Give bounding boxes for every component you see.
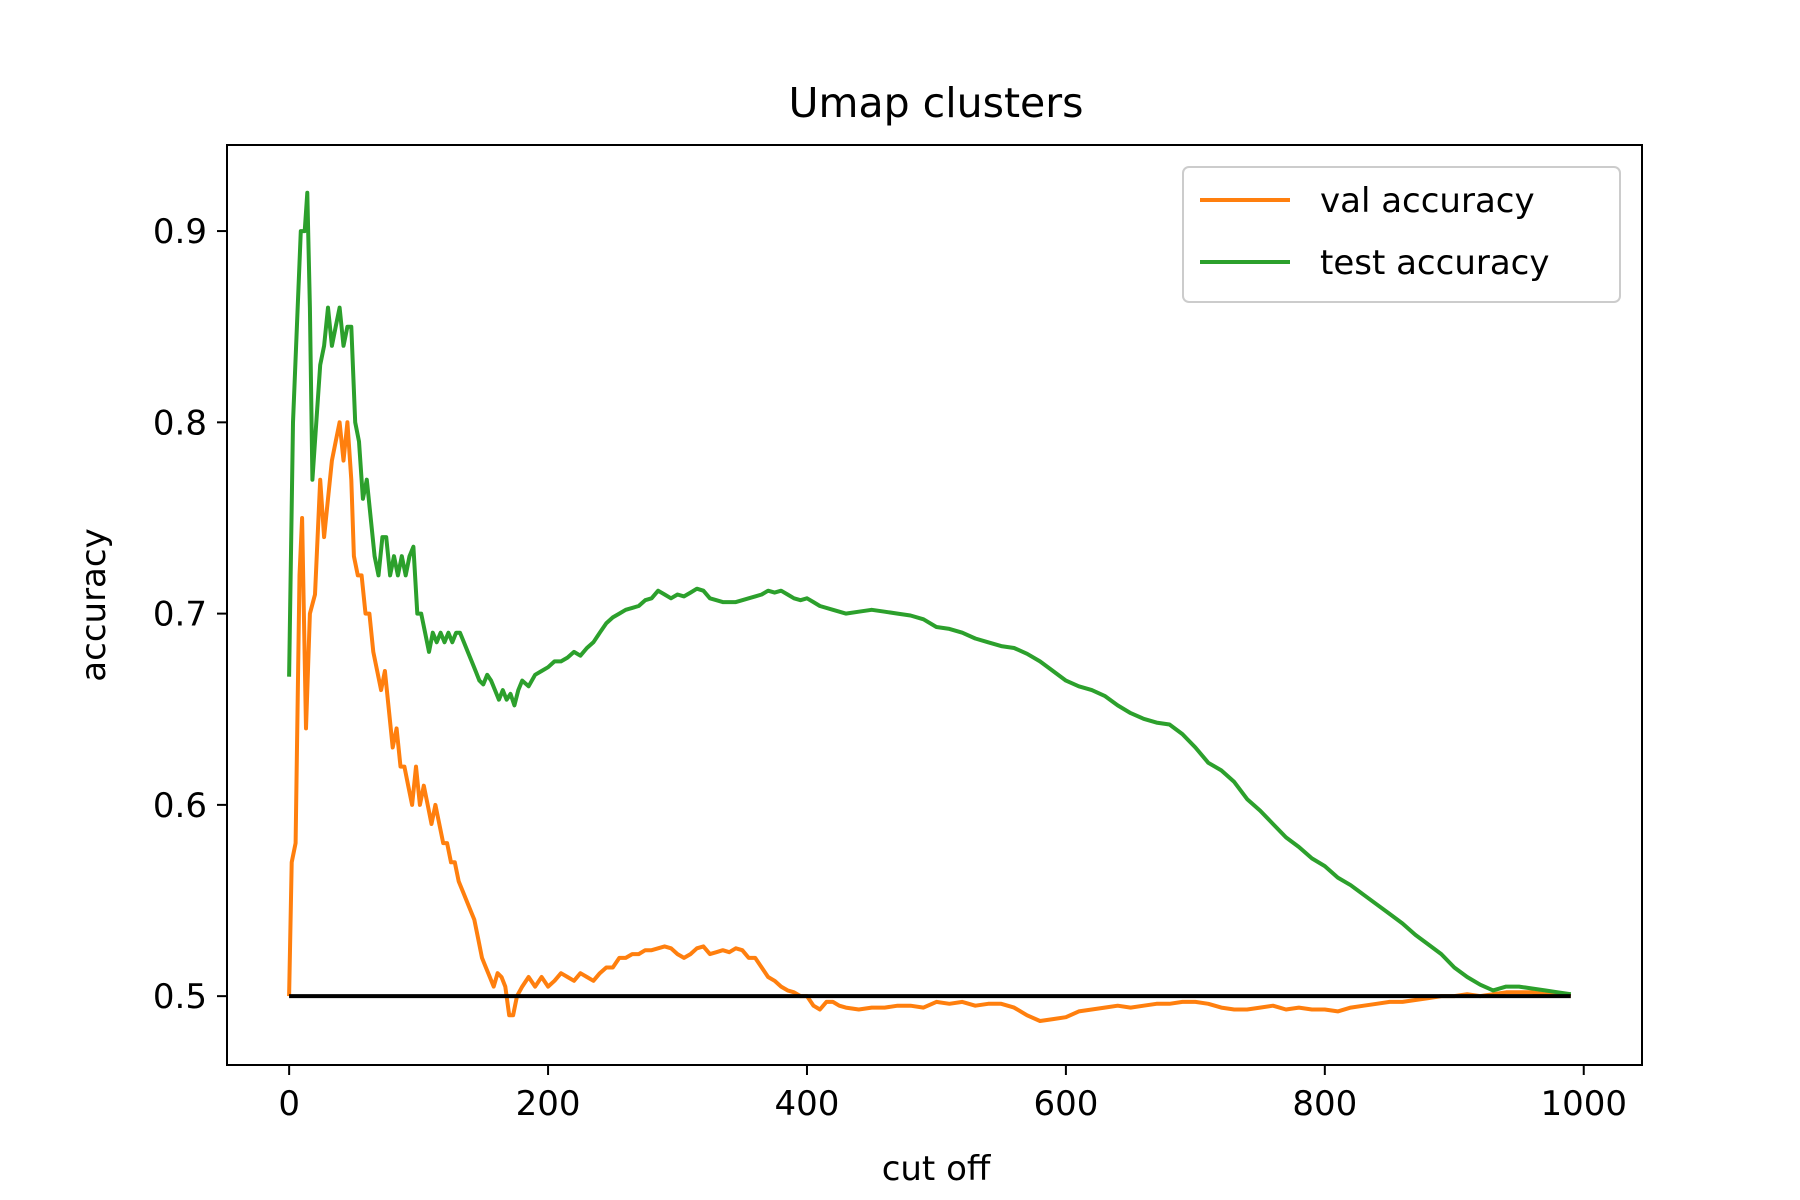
y-tick-label: 0.5 <box>153 977 207 1017</box>
series-line-test-accuracy <box>287 190 1572 997</box>
y-tick-label: 0.7 <box>153 595 207 635</box>
plot-frame <box>226 144 1643 1066</box>
x-tick-label: 1000 <box>1540 1084 1627 1124</box>
chart-title: Umap clusters <box>789 79 1084 127</box>
x-tick-label: 0 <box>278 1084 300 1124</box>
x-tick-label: 600 <box>1033 1084 1098 1124</box>
legend-box <box>1182 166 1621 303</box>
x-tick-label: 800 <box>1292 1084 1357 1124</box>
x-tick-label: 200 <box>516 1084 581 1124</box>
y-axis-label: accuracy <box>74 528 114 681</box>
y-tick-label: 0.9 <box>153 212 207 252</box>
x-axis-label: cut off <box>882 1149 992 1189</box>
y-axis: 0.5 0.6 0.7 0.8 0.9 <box>153 212 227 1017</box>
y-tick-label: 0.8 <box>153 403 207 443</box>
legend-label-test-accuracy: test accuracy <box>1320 243 1550 283</box>
x-tick-label: 400 <box>775 1084 840 1124</box>
series-line-val-accuracy <box>287 420 1572 1023</box>
series-layer <box>287 190 1572 1023</box>
x-axis: 0 200 400 600 800 1000 <box>278 1065 1627 1124</box>
legend: val accuracy test accuracy <box>1182 166 1621 303</box>
y-tick-label: 0.6 <box>153 786 207 826</box>
legend-label-val-accuracy: val accuracy <box>1320 181 1535 221</box>
